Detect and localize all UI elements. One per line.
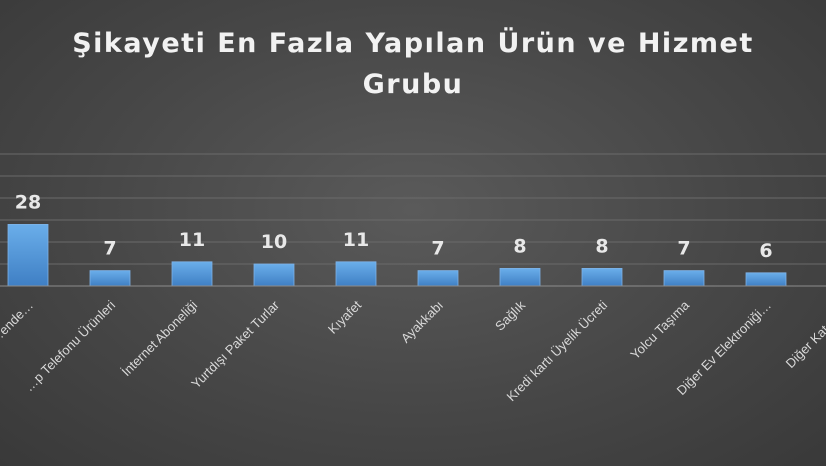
bar (89, 270, 131, 287)
data-label: 7 (677, 238, 690, 260)
bar (499, 267, 541, 287)
data-label: 7 (103, 238, 116, 260)
data-label: 8 (595, 235, 608, 257)
data-label: 8 (513, 235, 526, 257)
data-label: 7 (431, 238, 444, 260)
chart-title-line-1: Şikayeti En Fazla Yapılan Ürün ve Hizmet (72, 26, 754, 59)
category-label: Yurtdışı Paket Turlar (188, 297, 282, 391)
bars (7, 223, 787, 287)
category-label: …p Telefonu Ürünleri (21, 297, 118, 394)
bar (745, 272, 787, 287)
category-label: Ayakkabı (398, 298, 446, 346)
data-label: 6 (759, 240, 772, 262)
category-label: Sağlık (492, 297, 529, 334)
bar (581, 267, 623, 287)
bar (335, 261, 377, 287)
category-label: Kıyafet (325, 297, 364, 336)
data-label: 28 (15, 191, 41, 213)
data-labels: 28 7 11 10 11 7 8 8 7 6 (15, 191, 773, 261)
bar (417, 270, 459, 287)
gridlines (0, 153, 826, 265)
chart-title-line-2: Grubu (363, 69, 464, 100)
category-label: Diğer Katego… (783, 298, 826, 371)
category-label: İnternet Aboneliği (118, 297, 200, 379)
bar (7, 223, 49, 287)
bar (171, 261, 213, 287)
bar (663, 270, 705, 287)
data-label: 11 (343, 229, 369, 251)
category-label: Diğer Ev Elektroniği… (674, 298, 775, 399)
data-label: 11 (179, 229, 205, 251)
category-label: …ende… (0, 298, 36, 347)
data-label: 10 (261, 231, 287, 253)
category-label: Yolcu Taşıma (627, 297, 692, 362)
category-labels: …ende……p Telefonu Ürünleri İnternet Abone… (0, 297, 826, 404)
bar (253, 263, 295, 287)
